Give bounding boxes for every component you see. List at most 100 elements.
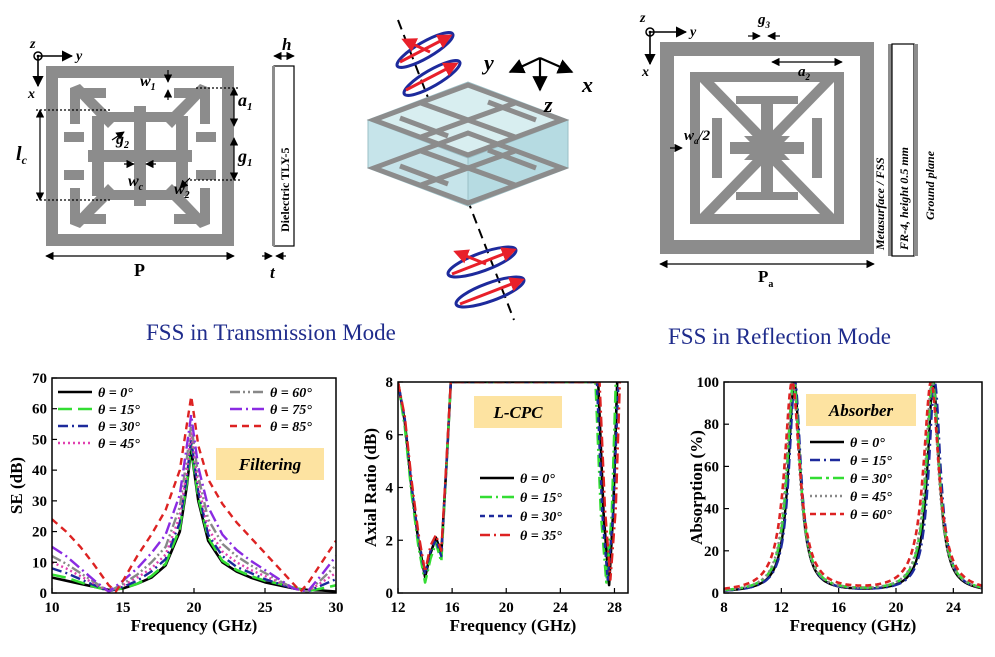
x-tick-label: 28: [607, 600, 622, 616]
unit-cell-resonator: [64, 84, 216, 228]
chart-badge-label: Filtering: [238, 455, 302, 474]
y-axis-label: Absorption (%): [687, 430, 706, 545]
absorption-chart: 8 12 16 20 24 0 20 40 60 80 100 Frequency (GHz) Abso…: [687, 375, 983, 635]
a2-label: a2: [798, 64, 811, 82]
ref-layer2-label: FR-4, height 0.5 mm: [897, 147, 911, 251]
ref-layer1-label: Metasurface / FSS: [873, 157, 887, 251]
x-tick-label: 30: [329, 600, 344, 616]
legend-label-1: θ = 15°: [850, 454, 892, 469]
x-tick-label: 25: [258, 600, 273, 616]
y-tick-label: 40: [32, 463, 47, 479]
dielectric-label: Dielectric TLY-5: [278, 147, 292, 232]
x-tick-label: 12: [774, 600, 789, 616]
incident-wave: [395, 31, 462, 97]
plot-frame: [723, 381, 983, 594]
y-tick-label: 60: [704, 459, 719, 475]
y-tick-label: 4: [386, 481, 394, 497]
y-tick-label: 20: [704, 544, 719, 560]
series-line-1: [52, 444, 336, 593]
legend-label-3: θ = 45°: [850, 490, 892, 505]
chart-badge: [216, 448, 324, 480]
reflection-unit-cell: z y x g3 a2 wa/2 Pa Metasurface / FSS FR…: [639, 11, 937, 290]
transmitted-wave: [446, 245, 526, 309]
g1-label: g1: [237, 146, 253, 169]
transmission-unit-cell: z y x lc a1 g1 w1 g2 wc w2 P: [16, 35, 295, 282]
legend-label-6: θ = 85°: [270, 420, 312, 435]
series-line-3: [724, 382, 982, 592]
x-tick-label: 8: [720, 600, 728, 616]
transmission-section-label: FSS in Transmission Mode: [146, 320, 396, 345]
y-tick-label: 50: [32, 432, 47, 448]
a1-label: a1: [238, 90, 253, 113]
legend-label-5: θ = 75°: [270, 403, 312, 418]
legend-label-0: θ = 0°: [98, 386, 133, 401]
x-tick-label: 24: [946, 600, 962, 616]
isometric-view: y x z: [366, 19, 593, 321]
x-tick-label: 20: [187, 600, 202, 616]
dimension-lines: [35, 70, 240, 261]
ref-stack-metasurface: [888, 44, 892, 256]
legend-label-2: θ = 30°: [520, 510, 562, 525]
x-axis-label: Frequency (GHz): [450, 616, 577, 635]
series-line-2: [52, 438, 336, 593]
legend-label-2: θ = 30°: [850, 472, 892, 487]
axis-x-label: x: [27, 87, 35, 102]
y-tick-label: 10: [32, 555, 47, 571]
series-line-6: [52, 395, 336, 593]
g2-label: g2: [115, 131, 129, 151]
w2-label: w2: [174, 181, 190, 201]
chart-badge-label: L-CPC: [492, 403, 543, 422]
y-axis-label: Axial Ratio (dB): [361, 428, 380, 547]
ref-layer3-label: Ground plane: [923, 150, 937, 220]
y-tick-label: 2: [386, 533, 394, 549]
thickness-t-label: t: [270, 263, 276, 282]
iso-bottom-pattern: [366, 130, 570, 206]
iso-y-label: y: [481, 50, 494, 75]
iso-x-label: x: [581, 72, 593, 97]
legend-label-0: θ = 0°: [850, 436, 885, 451]
reflection-resonator: [690, 72, 844, 224]
wc-label: wc: [128, 173, 144, 193]
series-line-3: [398, 382, 622, 581]
x-tick-label: 20: [499, 600, 514, 616]
lc-label: lc: [16, 143, 28, 167]
x-tick-label: 10: [45, 600, 60, 616]
ref-stack-ground: [914, 44, 918, 256]
legend-label-3: θ = 35°: [520, 529, 562, 544]
axis-y-label: y: [74, 49, 83, 64]
legend-label-1: θ = 15°: [98, 403, 140, 418]
g3-label: g3: [757, 12, 771, 30]
y-tick-label: 30: [32, 494, 47, 510]
w1-label: w1: [140, 73, 156, 93]
series-group: [398, 382, 622, 587]
wa-label: wa/2: [684, 128, 711, 146]
series-group: [724, 382, 982, 592]
thickness-h-label: h: [282, 35, 291, 54]
x-axis-label: Frequency (GHz): [790, 616, 917, 635]
series-line-1: [398, 382, 618, 584]
reflection-section-label: FSS in Reflection Mode: [668, 324, 891, 349]
ref-axis-y: y: [688, 25, 697, 40]
y-tick-label: 70: [32, 371, 47, 387]
y-tick-label: 40: [704, 502, 719, 518]
axis-z-label: z: [29, 37, 36, 52]
series-line-5: [52, 413, 336, 593]
y-tick-label: 0: [386, 586, 394, 602]
legend-label-4: θ = 60°: [270, 386, 312, 401]
legend-label-0: θ = 0°: [520, 472, 555, 487]
chart-badge: [474, 396, 562, 428]
x-tick-label: 16: [831, 600, 847, 616]
ref-axis-x: x: [641, 65, 649, 80]
y-tick-label: 60: [32, 402, 47, 418]
ref-axis-z: z: [639, 11, 646, 26]
y-tick-label: 8: [386, 375, 394, 391]
series-group: [52, 395, 336, 593]
y-tick-label: 20: [32, 525, 47, 541]
x-tick-label: 12: [391, 600, 406, 616]
x-tick-label: 15: [116, 600, 131, 616]
x-tick-label: 16: [445, 600, 461, 616]
y-axis-label: SE (dB): [7, 457, 26, 514]
